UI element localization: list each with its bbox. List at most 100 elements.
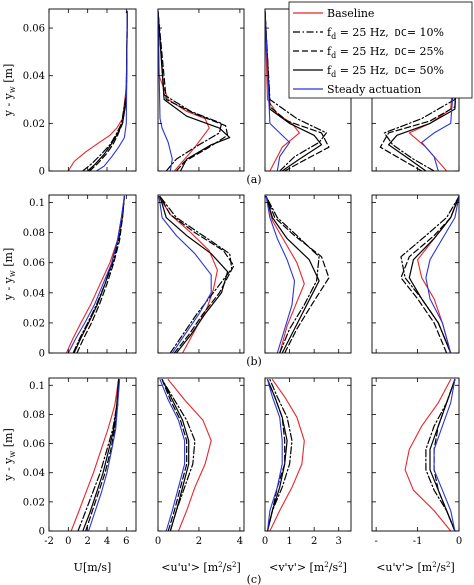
y-axis-label-sub: w (8, 86, 17, 93)
series-line-base (70, 378, 120, 531)
panel-r0-c1 (157, 8, 245, 172)
legend-sub: d (331, 51, 336, 60)
series-line-base (67, 10, 128, 171)
legend-sub: d (331, 32, 336, 41)
x-axis-label-sup: 2 (324, 561, 328, 569)
legend-sym: f (327, 64, 332, 77)
series-line-steady (266, 378, 283, 531)
series-line-steady (95, 10, 128, 171)
panel-frame (157, 8, 245, 172)
x-axis-label-pre: <u'u'> [m (161, 561, 218, 574)
x-axis-labels: U[m/s] <u'u'> [m2/s2] <v'v'> [m2/s2] <u'v'>… (74, 561, 455, 574)
y-tick-label: 0.08 (23, 228, 45, 239)
series-group (65, 195, 126, 353)
y-axis-label-main: y - y (2, 276, 15, 301)
series-line-dc50 (82, 378, 120, 531)
series-group (159, 378, 212, 531)
series-line-steady (159, 378, 186, 531)
panel-r1-c1 (157, 194, 245, 354)
x-axis-label-sup2: 2 (446, 561, 450, 569)
series-line-dc50 (408, 195, 459, 353)
y-tick-label: 0.06 (23, 24, 45, 35)
x-tick-label: 4 (237, 536, 243, 547)
series-line-steady (425, 195, 459, 353)
series-line-base (269, 378, 305, 531)
series-line-dc25 (161, 378, 188, 531)
y-tick-label: 0 (39, 349, 45, 360)
legend-end: = 25% (407, 45, 444, 58)
series-group (67, 10, 128, 171)
y-tick-label: 0.04 (23, 288, 45, 299)
subfigure-label: (c) (247, 573, 262, 585)
legend-box (288, 1, 473, 99)
x-axis-label-sup: 2 (432, 561, 436, 569)
series-line-dc50 (265, 195, 320, 353)
series-group (265, 10, 330, 171)
x-axis-label-mid: /s (329, 561, 339, 574)
series-line-steady (265, 10, 291, 171)
legend-label-base: Baseline (327, 7, 374, 20)
series-line-dc10 (266, 378, 293, 531)
panel-frame (371, 377, 460, 532)
legend-mid: = 25 Hz, (336, 26, 389, 39)
x-axis-label-mid: /s (223, 561, 233, 574)
series-line-steady (421, 10, 459, 171)
y-axis-label: y - yw [m] (2, 64, 17, 118)
x-tick-label: 0 (155, 536, 161, 547)
legend-dc: DC (395, 28, 407, 39)
panel-frame (48, 194, 137, 354)
series-line-dc50 (429, 378, 456, 531)
series-line-dc25 (158, 10, 229, 171)
x-tick-label: - (374, 536, 377, 547)
series-line-dc50 (388, 10, 459, 171)
x-axis-label: <u'u'> [m2/s2] (161, 561, 240, 574)
series-line-dc10 (158, 10, 223, 171)
legend-dc: DC (395, 47, 407, 58)
legend-sub: d (331, 70, 336, 79)
legend-label-steady: Steady actuation (327, 83, 421, 96)
legend-sym: f (327, 26, 332, 39)
legend-end: = 10% (407, 26, 444, 39)
legend-end: = 50% (407, 64, 444, 77)
x-tick-label: 2 (84, 536, 90, 547)
y-axis-label-sub: w (8, 451, 17, 458)
x-tick-label: 2 (196, 536, 202, 547)
series-line-dc10 (82, 10, 128, 171)
legend-mid: = 25 Hz, (336, 64, 389, 77)
y-tick-label: 0.1 (29, 381, 45, 392)
x-axis-label: <v'v'> [m2/s2] (269, 561, 347, 574)
series-line-base (158, 10, 210, 171)
series-line-dc10 (77, 378, 120, 531)
series-group (404, 378, 456, 531)
series-line-dc25 (266, 378, 286, 531)
subfigure-label: (b) (246, 355, 262, 368)
y-axis-label-unit: [m] (2, 248, 15, 271)
x-tick-label: 6 (123, 536, 129, 547)
x-axis-label-mid: /s (437, 561, 447, 574)
y-tick-label: 0 (39, 527, 45, 538)
y-tick-label: 0.06 (23, 258, 45, 269)
y-tick-label: 0.06 (23, 439, 45, 450)
subfigure-labels: (a) (b) (c) (246, 173, 262, 585)
legend-label-dc10: fd = 25 Hz, DC= 10% (327, 26, 444, 41)
series-line-dc10 (265, 195, 320, 353)
series-line-dc50 (159, 195, 229, 353)
plot-grid: 0 0.02 0.04 0.06 0 0.02 0.04 0.06 0.08 0.1 0 0.02 0.… (23, 8, 462, 547)
y-axis-labels: y - yw [m]y - yw [m]y - yw [m] (2, 64, 17, 482)
panel-r1-c3 (371, 194, 460, 354)
x-tick-label: 3 (336, 536, 342, 547)
x-axis-label-sup: 2 (218, 561, 222, 569)
subfigure-label: (a) (246, 173, 261, 186)
x-tick-label: 4 (104, 536, 110, 547)
series-line-steady (265, 195, 296, 353)
panel-frame (48, 377, 137, 532)
panel-frame (157, 194, 245, 354)
series-line-base (265, 195, 305, 353)
series-line-dc25 (433, 378, 456, 531)
series-line-dc25 (85, 378, 120, 531)
y-tick-label: 0.08 (23, 410, 45, 421)
x-axis-label-pre: <v'v'> [m (269, 561, 325, 574)
panel-r0-c0: 0 0.02 0.04 0.06 (23, 8, 137, 178)
